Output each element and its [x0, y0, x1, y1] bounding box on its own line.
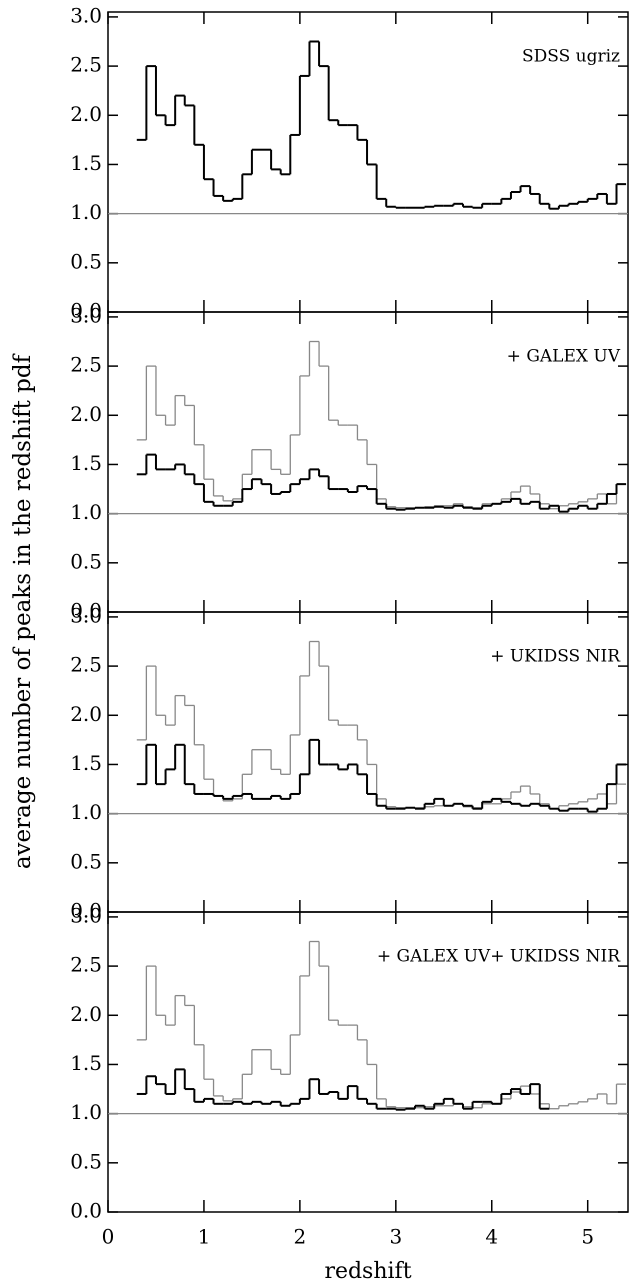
y-tick-label: 3.0	[70, 3, 102, 27]
y-tick-label: 0.5	[70, 249, 102, 273]
x-tick-label: 4	[485, 1225, 498, 1249]
y-tick-label: 1.0	[70, 200, 102, 224]
y-tick-label: 0.5	[70, 849, 102, 873]
y-tick-label: 3.0	[70, 303, 102, 327]
y-tick-label: 2.0	[70, 702, 102, 726]
y-tick-label: 2.5	[70, 653, 102, 677]
y-tick-label: 2.5	[70, 53, 102, 77]
panel-annotation: + UKIDSS NIR	[490, 647, 621, 667]
y-tick-label: 2.0	[70, 102, 102, 126]
x-tick-label: 3	[389, 1225, 402, 1249]
y-tick-label: 2.0	[70, 402, 102, 426]
x-tick-label: 5	[581, 1225, 594, 1249]
y-tick-label: 0.0	[70, 299, 102, 323]
panel-annotation: + GALEX UV+ UKIDSS NIR	[377, 947, 621, 967]
panel-annotation: SDSS ugriz	[522, 47, 620, 67]
y-tick-label: 1.5	[70, 1051, 102, 1075]
y-tick-label: 0.0	[70, 599, 102, 623]
plot-frame	[107, 911, 629, 1213]
y-tick-label: 2.5	[70, 353, 102, 377]
y-tick-label: 1.5	[70, 751, 102, 775]
x-tick-label: 0	[102, 1225, 115, 1249]
y-tick-label: 1.0	[70, 500, 102, 524]
x-tick-label: 2	[294, 1225, 307, 1249]
panel-annotation: + GALEX UV	[507, 347, 621, 367]
x-tick-label: 1	[198, 1225, 211, 1249]
y-tick-label: 1.5	[70, 151, 102, 175]
y-tick-label: 3.0	[70, 603, 102, 627]
y-tick-label: 0.5	[70, 1149, 102, 1173]
y-tick-label: 3.0	[70, 903, 102, 927]
y-tick-label: 1.5	[70, 451, 102, 475]
y-tick-label: 0.0	[70, 899, 102, 923]
y-tick-label: 2.5	[70, 953, 102, 977]
x-axis-label: redshift	[324, 1259, 411, 1284]
y-tick-label: 1.0	[70, 1100, 102, 1124]
y-axis-label: average number of peaks in the redshift …	[10, 353, 36, 869]
y-tick-label: 0.0	[70, 1199, 102, 1223]
y-tick-label: 0.5	[70, 549, 102, 573]
y-tick-label: 2.0	[70, 1002, 102, 1026]
y-tick-label: 1.0	[70, 800, 102, 824]
